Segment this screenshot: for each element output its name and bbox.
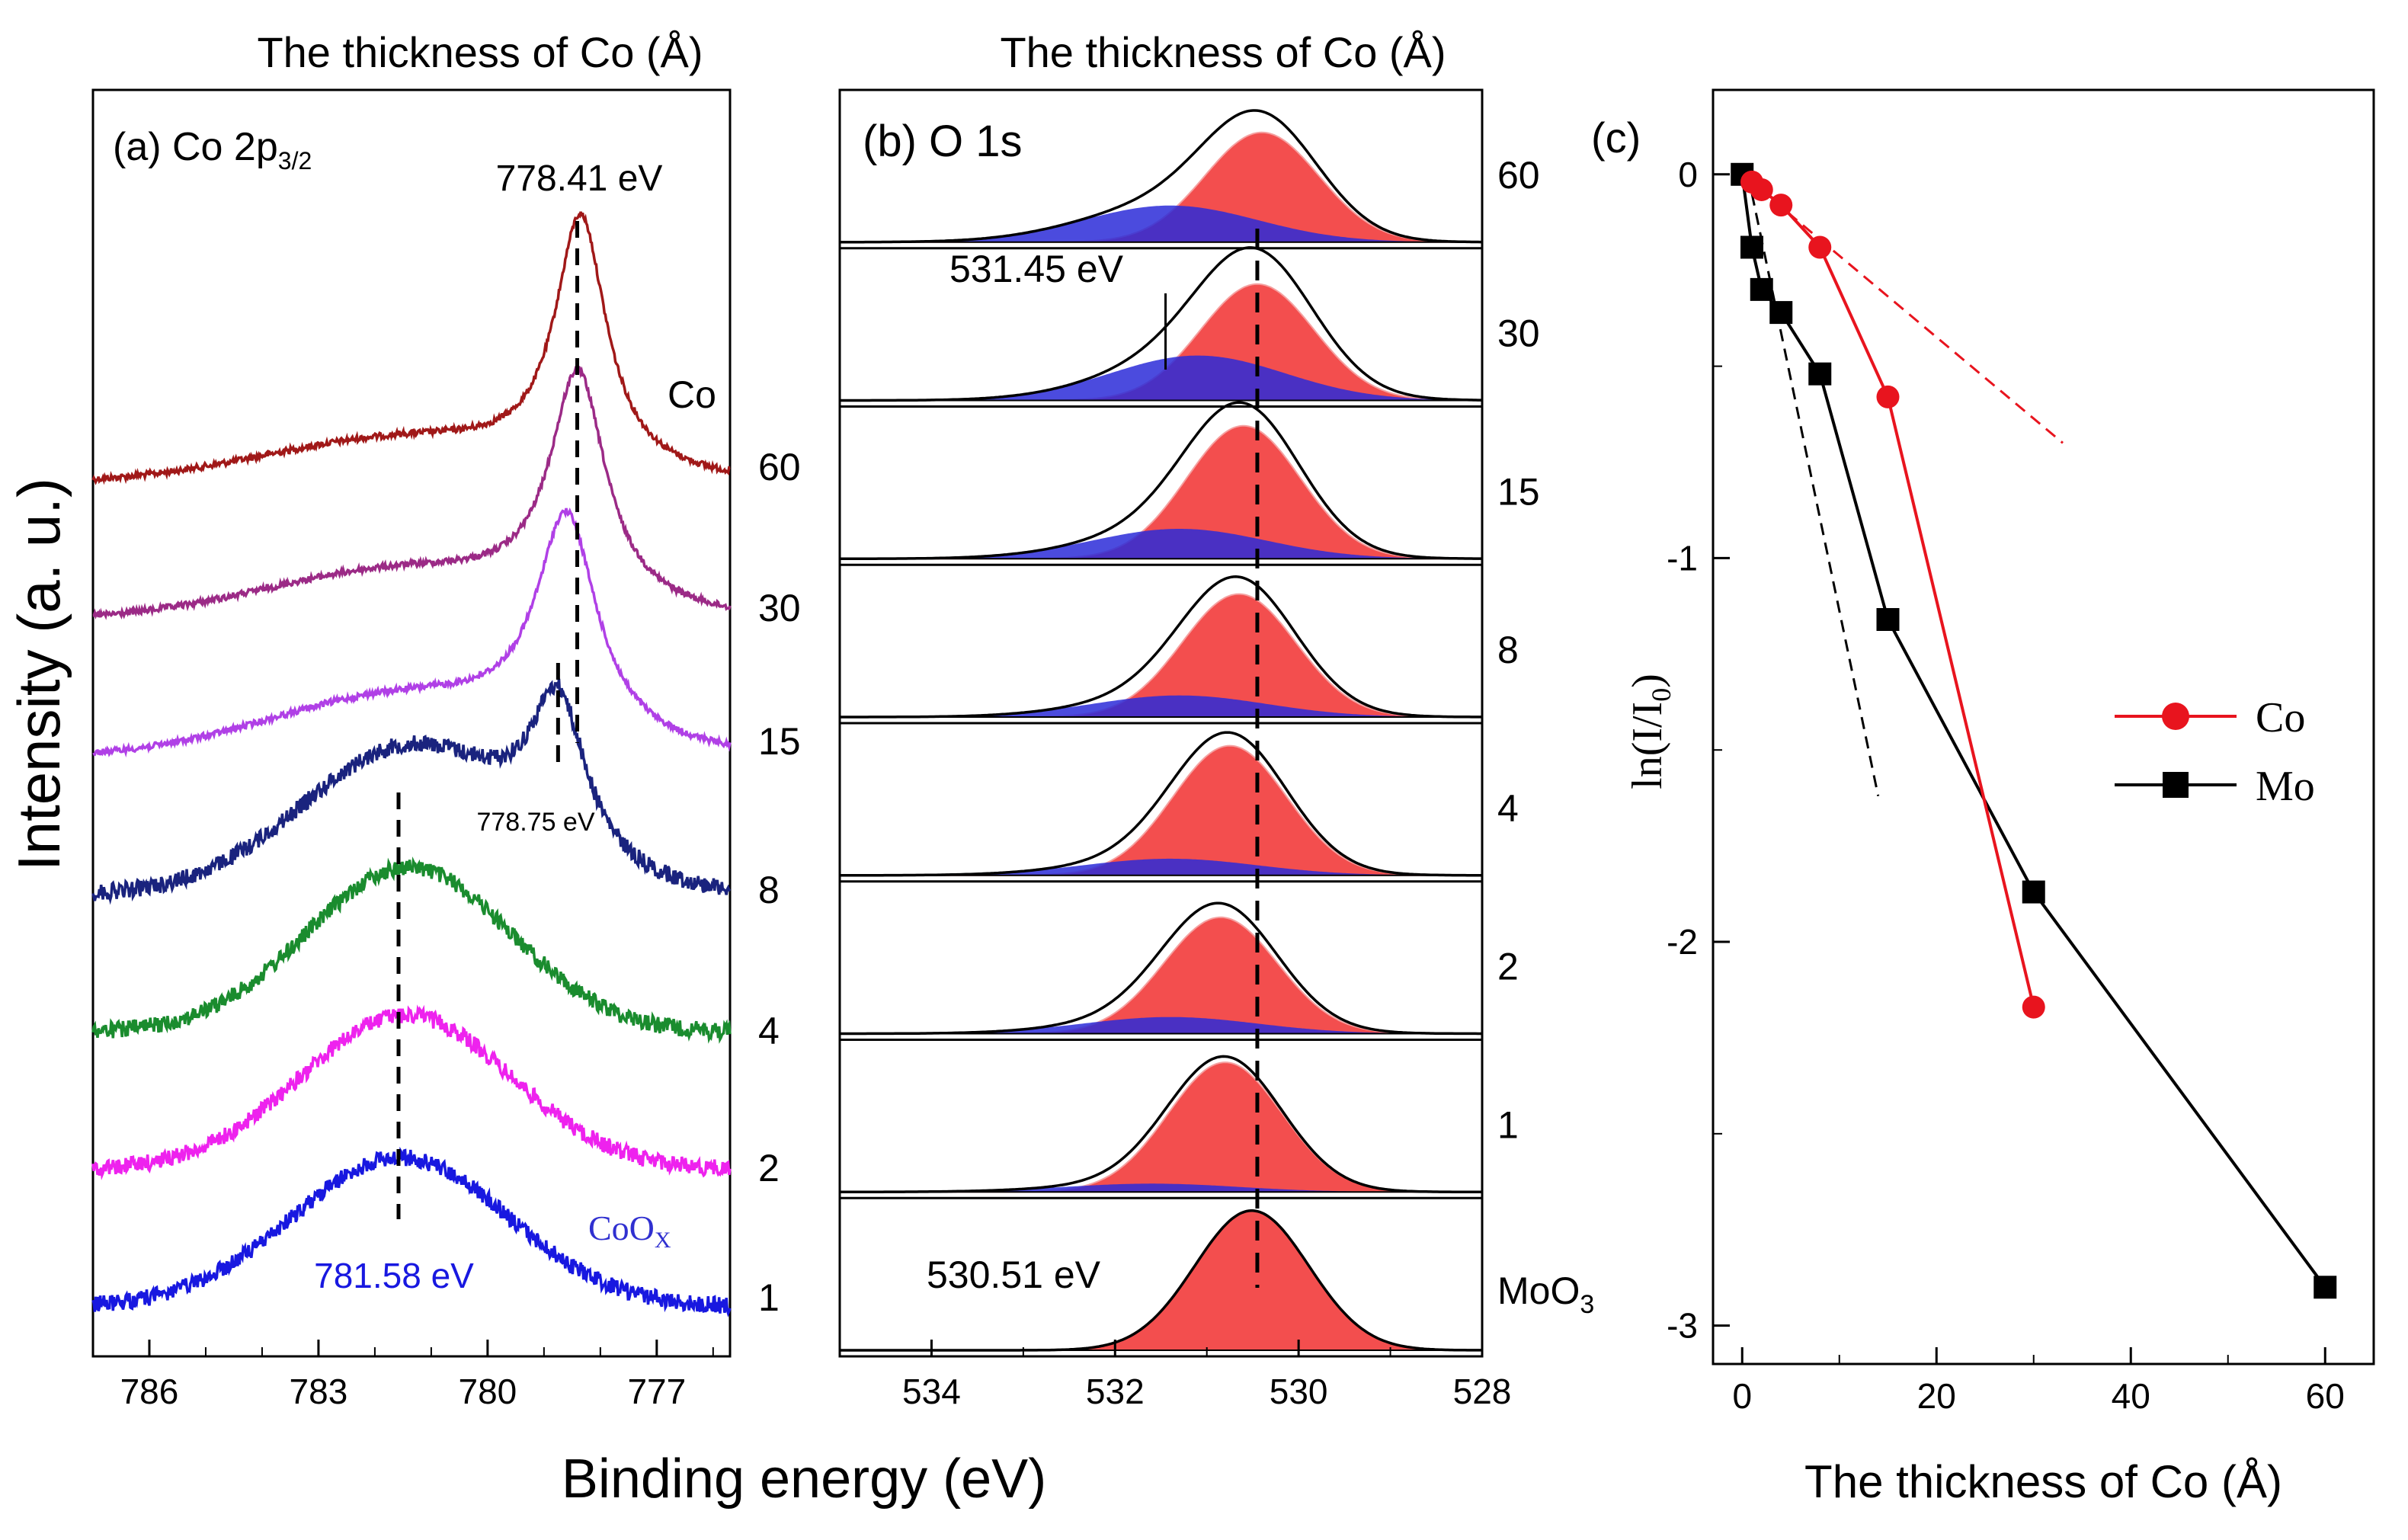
panel-a-thickness-label: 8 bbox=[758, 869, 780, 911]
panel-b-frame bbox=[838, 88, 1484, 1358]
panel-c-x-label: The thickness of Co (Å) bbox=[1804, 1456, 2282, 1507]
panel-a-spectrum-Co bbox=[91, 211, 731, 485]
panel-c-point-mo bbox=[2022, 880, 2045, 904]
panel-a-annotation-778-41: 778.41 eV bbox=[496, 158, 663, 199]
panel-c-legend-label-co: Co bbox=[2256, 694, 2305, 741]
y-axis-label-intensity: Intensity (a. u.) bbox=[5, 478, 72, 871]
panel-a-frame bbox=[91, 88, 732, 1358]
panel-a-annotation-coox: CoOX bbox=[588, 1209, 671, 1253]
panel-a-annotation-778-75: 778.75 eV bbox=[476, 808, 594, 837]
panel-b-lattice-peak-1 bbox=[839, 1061, 1483, 1193]
panel-b-annotation-530-51: 530.51 eV bbox=[927, 1253, 1101, 1296]
panel-c-point-co bbox=[2022, 995, 2045, 1019]
panel-b-defect-peak-60 bbox=[840, 205, 1482, 242]
panel-b-thickness-label: 60 bbox=[1497, 154, 1540, 197]
panel-c-point-co bbox=[1769, 194, 1793, 217]
panel-b-lattice-peak-2 bbox=[840, 916, 1482, 1035]
panel-b-envelope-60 bbox=[840, 109, 1482, 244]
panel-b-title: (b) O 1s bbox=[863, 117, 1023, 166]
panel-a-co2p: 786 783 780 777 (a) Co 2p3/2 Co 778.41 eV 778.7… bbox=[91, 88, 801, 1411]
panel-c-title: (c) bbox=[1591, 114, 1641, 162]
panel-a-annotation-781-58: 781.58 eV bbox=[314, 1256, 474, 1295]
panel-a-title: (a) Co 2p3/2 bbox=[113, 125, 312, 174]
panel-a-thickness-label: 15 bbox=[758, 720, 801, 763]
panel-b-thickness-label: 30 bbox=[1497, 312, 1540, 355]
panel-c-line-mo bbox=[1740, 174, 2326, 1289]
panel-b-thickness-label: 15 bbox=[1497, 470, 1540, 513]
panel-c-point-co bbox=[1876, 385, 1900, 408]
figure-labels: The thickness of Co (Å) The thickness of… bbox=[5, 28, 1446, 1510]
panel-b-defect-peak-8 bbox=[840, 695, 1482, 717]
panel-c-point-mo bbox=[1740, 235, 1763, 259]
panel-b-x-tick-label: 530 bbox=[1270, 1372, 1328, 1411]
panel-b-annotation-531-45: 531.45 eV bbox=[949, 248, 1124, 290]
panel-c-point-mo bbox=[1769, 301, 1793, 325]
panel-b-o1s: 60 30 15 8 4 2 1 MoO3 (b) O 1s 531.45 eV 530.51 eV… bbox=[838, 88, 1594, 1411]
panel-c-ln-ratio: (c) 0 20 40 60 0 -1 -2 -3 The thickness of Co (Å)… bbox=[1591, 88, 2375, 1507]
panel-c-x-tick-label: 20 bbox=[1917, 1376, 1956, 1416]
panel-a-spectrum-8 bbox=[91, 856, 732, 1044]
panel-c-y-label: ln(I/I0) bbox=[1624, 674, 1676, 789]
panel-c-x-tick-label: 60 bbox=[2306, 1376, 2345, 1416]
panel-a-spectrum-4 bbox=[91, 1004, 732, 1180]
panel-b-defect-peak-15 bbox=[840, 529, 1482, 559]
panel-b-defect-peak-2 bbox=[840, 1017, 1482, 1034]
panel-b-x-tick-label: 532 bbox=[1086, 1372, 1145, 1411]
panel-b-thickness-label: 4 bbox=[1497, 787, 1519, 830]
panel-b-defect-peak-4 bbox=[840, 858, 1482, 876]
panel-a-header: The thickness of Co (Å) bbox=[257, 28, 703, 76]
panel-a-spectrum-15 bbox=[91, 678, 732, 905]
panel-a-thickness-label: 4 bbox=[758, 1010, 780, 1052]
panel-c-frame bbox=[1712, 88, 2375, 1366]
panel-b-thickness-label: 1 bbox=[1497, 1103, 1519, 1146]
panel-c-point-mo bbox=[1750, 277, 1773, 301]
panel-c-point-mo bbox=[2314, 1276, 2337, 1299]
panel-c-line-co bbox=[1750, 181, 2035, 1008]
panel-a-thickness-label: 2 bbox=[758, 1147, 780, 1189]
panel-b-defect-peak-30 bbox=[840, 355, 1482, 401]
panel-c-x-tick-label: 40 bbox=[2112, 1376, 2150, 1416]
panel-a-x-tick-label: 780 bbox=[459, 1372, 517, 1411]
panel-a-thickness-label: 1 bbox=[758, 1276, 780, 1319]
panel-b-thickness-label: 2 bbox=[1497, 946, 1519, 988]
panel-b-envelope-15 bbox=[840, 401, 1482, 560]
panel-a-series-label-co: Co bbox=[668, 373, 716, 416]
panel-c-y-tick-label: 0 bbox=[1678, 155, 1698, 194]
panel-c-y-tick-label: -2 bbox=[1667, 922, 1698, 962]
panel-a-spectrum-60 bbox=[92, 365, 732, 620]
panel-a-thickness-label: 60 bbox=[758, 446, 801, 488]
panel-b-x-tick-label: 534 bbox=[902, 1372, 961, 1411]
panel-c-y-tick-label: -3 bbox=[1667, 1306, 1698, 1346]
panel-c-legend-label-mo: Mo bbox=[2256, 763, 2315, 810]
panel-b-defect-peak-1 bbox=[840, 1183, 1482, 1193]
panel-c-legend-marker-co bbox=[2162, 703, 2189, 730]
panel-a-thickness-label: 30 bbox=[758, 587, 801, 629]
panel-a-x-tick-label: 777 bbox=[627, 1372, 686, 1411]
panel-c-x-tick-label: 0 bbox=[1732, 1376, 1752, 1416]
panel-c-point-co bbox=[1750, 178, 1773, 201]
panel-b-x-tick-label: 528 bbox=[1453, 1372, 1512, 1411]
panel-a-x-tick-label: 783 bbox=[290, 1372, 348, 1411]
panel-b-lattice-peak-4 bbox=[839, 744, 1483, 876]
panel-c-point-mo bbox=[1876, 607, 1900, 631]
panel-c-y-tick-label: -1 bbox=[1667, 538, 1698, 578]
panel-b-header: The thickness of Co (Å) bbox=[1000, 28, 1446, 76]
x-axis-label-binding-energy: Binding energy (eV) bbox=[562, 1449, 1046, 1510]
panel-c-legend-marker-mo bbox=[2163, 772, 2189, 798]
panel-a-spectrum-2 bbox=[91, 1146, 732, 1317]
panel-c-point-mo bbox=[1808, 362, 1832, 386]
panel-c-point-co bbox=[1808, 235, 1832, 259]
panel-a-x-tick-label: 786 bbox=[120, 1372, 179, 1411]
panel-a-spectrum-30 bbox=[92, 507, 732, 758]
panel-b-thickness-label: 8 bbox=[1497, 629, 1519, 671]
panel-b-thickness-label: MoO3 bbox=[1497, 1269, 1594, 1319]
